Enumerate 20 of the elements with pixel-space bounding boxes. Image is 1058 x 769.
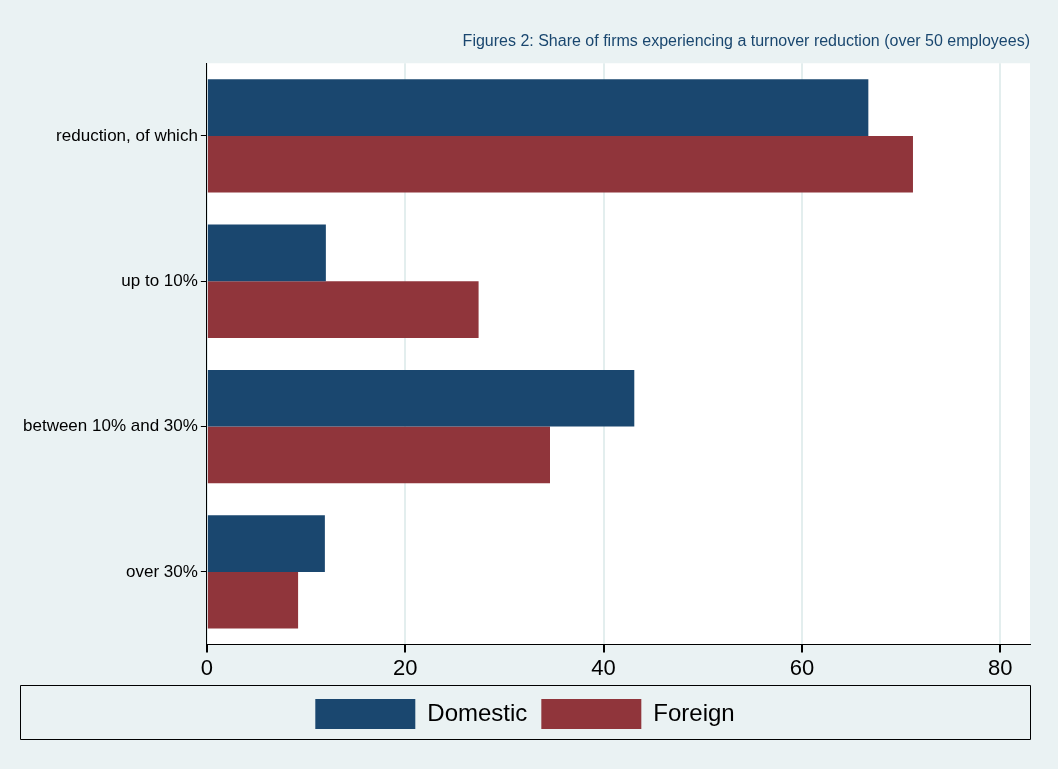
y-tick-label: over 30% (126, 561, 198, 581)
bar (207, 426, 550, 484)
x-tick-label: 40 (591, 654, 616, 680)
bar (207, 281, 479, 338)
x-tick-label: 80 (988, 654, 1013, 680)
bar (207, 369, 635, 427)
x-tick-label: 0 (200, 654, 213, 680)
bar (207, 571, 299, 629)
y-tick-label: between 10% and 30% (23, 416, 198, 436)
x-tick-label: 60 (789, 654, 815, 680)
chart-title: Figures 2: Share of firms experiencing a turnover reduction (over 50 employees) (462, 32, 1030, 50)
bar (207, 515, 325, 572)
bar (207, 135, 913, 193)
y-tick-label: reduction, of which (56, 125, 198, 145)
bar (207, 224, 326, 282)
x-tick-label: 20 (392, 654, 418, 680)
y-tick-label: up to 10% (121, 270, 198, 290)
bar (207, 79, 869, 136)
legend-label: Foreign (653, 698, 735, 726)
legend-label: Domestic (427, 698, 528, 726)
